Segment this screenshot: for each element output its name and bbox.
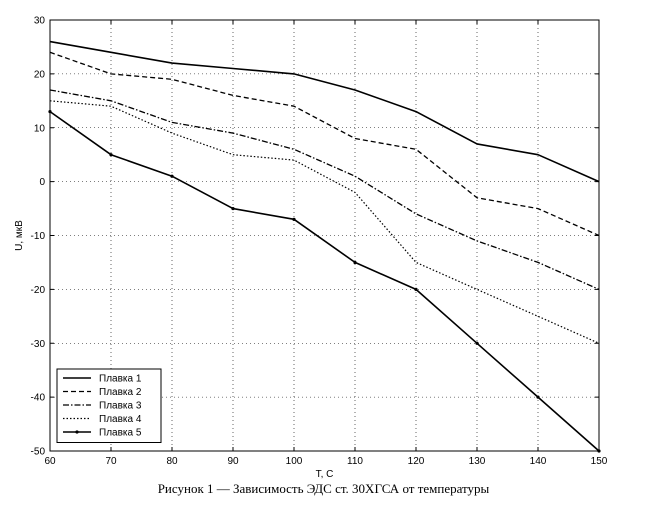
series-5-point [475, 341, 479, 345]
x-tick-label: 110 [347, 456, 363, 467]
figure-caption: Рисунок 1 — Зависимость ЭДС ст. 30ХГСА о… [157, 481, 490, 496]
y-tick-label: 10 [34, 123, 46, 134]
series-line-5 [49, 110, 600, 452]
legend-box [56, 368, 162, 443]
y-axis-label: U, мкВ [14, 220, 25, 251]
y-tick-label: -10 [31, 231, 46, 242]
legend-label-1: Плавка 1 [99, 374, 142, 385]
series-line-3 [49, 89, 600, 290]
series-5-point [231, 206, 235, 211]
series-line-2 [49, 51, 600, 237]
x-tick-label: 70 [105, 456, 117, 467]
series-5-point [353, 260, 357, 265]
x-tick-label: 80 [166, 456, 178, 467]
y-tick-label: -40 [31, 393, 46, 404]
x-tick-label: 150 [591, 456, 608, 467]
y-tick-label: 20 [34, 69, 46, 80]
x-tick-label: 130 [469, 456, 486, 467]
y-tick-label: -50 [31, 447, 46, 458]
x-tick-label: 120 [408, 456, 425, 467]
legend-marker [75, 430, 79, 434]
series-5-point [170, 174, 174, 178]
y-tick-label: -30 [31, 339, 46, 350]
series-5-point [414, 287, 418, 291]
x-tick-label: 100 [286, 456, 303, 467]
series-5-point [597, 449, 601, 453]
x-tick-label: 140 [530, 456, 547, 467]
y-tick-label: 30 [34, 16, 46, 27]
legend-label-2: Плавка 2 [99, 387, 142, 398]
series-5-point [536, 395, 540, 399]
x-axis-label: T, C [316, 469, 334, 480]
x-tick-label: 90 [227, 456, 239, 467]
series-5-point [48, 109, 52, 114]
line-chart: 60 70 80 90 100 110 120 130 140 150-50-40-30-20-1… [14, 16, 608, 481]
legend-label-4: Плавка 4 [99, 414, 142, 425]
y-tick-label: -20 [31, 285, 46, 296]
legend-label-3: Плавка 3 [99, 401, 142, 412]
series-5-point [292, 217, 296, 221]
series-line-1 [49, 40, 600, 183]
x-tick-label: 60 [44, 456, 56, 467]
series-5-point [109, 153, 113, 157]
series-line-4 [49, 100, 600, 344]
y-tick-label: 0 [39, 177, 45, 188]
legend-label-5: Плавка 5 [99, 428, 142, 439]
